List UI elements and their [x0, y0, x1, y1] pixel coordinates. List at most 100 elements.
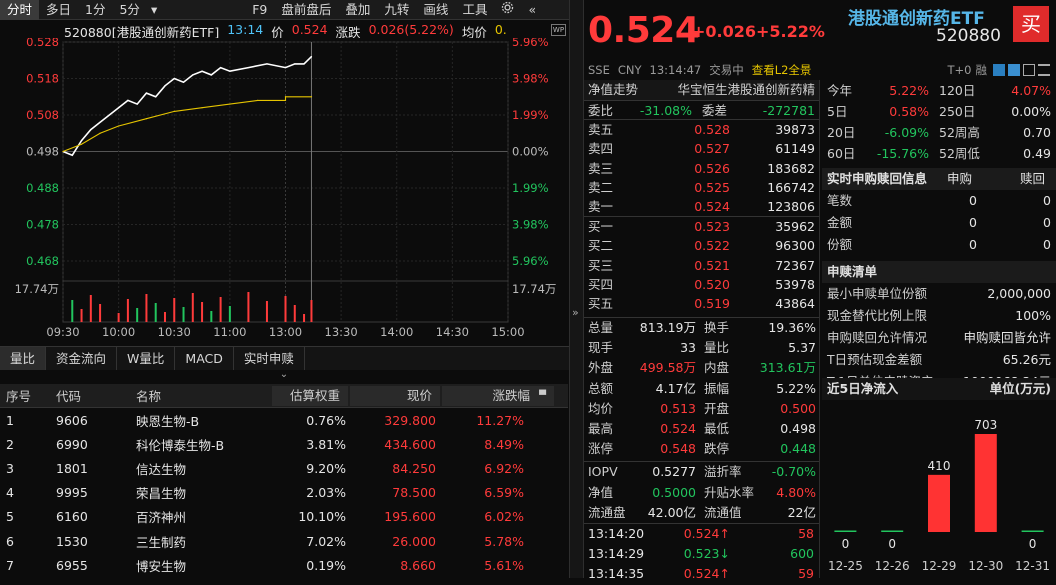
header-name[interactable]: 名称 — [136, 389, 162, 404]
window-icon[interactable] — [1023, 64, 1035, 76]
intraday-chart[interactable]: 0.528 5.96% 0.518 3.98% 0.508 1.99% 0.498 0.00%… — [0, 38, 568, 346]
chart-avg: 0. — [494, 22, 507, 37]
bid-level[interactable]: 买三 0.521 72367 — [584, 256, 819, 275]
chart-avg-label: 均价 — [461, 25, 487, 38]
stat-label: 振幅 — [704, 380, 730, 396]
pen-icon[interactable] — [1008, 64, 1020, 76]
row-name: 博安生物 — [136, 558, 187, 574]
table-row[interactable]: 4 9995 荣昌生物 2.03% 78.500 6.59% — [0, 481, 568, 505]
tab-realtime-creation[interactable]: 实时申赎 — [234, 347, 305, 370]
overlay-button[interactable]: 叠加 — [345, 1, 371, 17]
header-idx[interactable]: 序号 — [6, 389, 32, 404]
stat-row: 均价 0.513 开盘 0.500 — [584, 399, 819, 419]
wp-badge[interactable]: WP — [551, 24, 566, 36]
chevron-down-icon[interactable]: ⌄ — [279, 369, 289, 380]
price-point — [80, 139, 83, 142]
header-change[interactable]: 涨跌幅 ▀ — [442, 385, 554, 406]
ask-level[interactable]: 卖四 0.527 61149 — [584, 139, 819, 158]
table-row[interactable]: 5 6160 百济神州 10.10% 195.600 6.02% — [0, 505, 568, 529]
ask-level[interactable]: 卖二 0.525 166742 — [584, 178, 819, 197]
bid-level[interactable]: 买一 0.523 35962 — [584, 217, 819, 236]
tab-5min[interactable]: 5分 — [119, 1, 140, 17]
y-tick-left: 0.518 — [26, 72, 59, 86]
volume-bar — [136, 308, 139, 322]
tab-fund-flow[interactable]: 资金流向 — [46, 347, 118, 370]
gear-icon[interactable] — [494, 0, 521, 20]
tab-multi-day[interactable]: 多日 — [46, 1, 72, 17]
stat-value: 42.00亿 — [647, 504, 696, 520]
tab-intraday[interactable]: 分时 — [0, 0, 40, 20]
avg-point — [99, 132, 101, 134]
stat-row: 现手 33 量比 5.37 — [584, 338, 819, 358]
draw-line-button[interactable]: 画线 — [423, 1, 449, 17]
bid-level[interactable]: 买五 0.519 43864 — [584, 294, 819, 313]
tab-w-volume-ratio[interactable]: W量比 — [117, 347, 176, 370]
side-panel: 今年 5.22% 120日 4.07% 5日 0.58% 250日 0.00% 20日 -6.09… — [822, 80, 1056, 392]
level-label: 买一 — [588, 219, 614, 235]
sort-desc-icon[interactable]: ▀ — [539, 390, 546, 401]
redemption-row: 最小申赎单位份额 2,000,000 — [822, 283, 1056, 305]
x-tick: 13:30 — [325, 325, 358, 339]
tracking-index: 华宝恒生港股通创新药精 — [677, 82, 815, 97]
ask-level[interactable]: 卖五 0.528 39873 — [584, 120, 819, 139]
panel-splitter[interactable]: » — [569, 0, 584, 578]
holdings-rows: 1 9606 映恩生物-B 0.76% 329.800 11.27% 2 6990 科伦博泰生物… — [0, 408, 568, 577]
buy-button[interactable]: 买 — [1013, 6, 1049, 42]
pin-icon[interactable] — [993, 64, 1005, 76]
indicator-tabs: 量比 资金流向 W量比 MACD 实时申赎 — [0, 346, 570, 370]
bid-level[interactable]: 买二 0.522 96300 — [584, 236, 819, 255]
table-row[interactable]: 3 1801 信达生物 9.20% 84.250 6.92% — [0, 456, 568, 480]
x-tick: 14:30 — [436, 325, 469, 339]
tab-1min[interactable]: 1分 — [85, 1, 106, 17]
td-nine-button[interactable]: 九转 — [384, 1, 410, 17]
period-value: 0.58% — [889, 104, 929, 119]
volume-bar — [80, 309, 83, 322]
volume-bar — [201, 302, 204, 322]
row-name: 荣昌生物 — [136, 486, 187, 502]
period-label: 5日 — [827, 104, 848, 119]
chart-chg-label: 涨跌 — [335, 25, 361, 38]
l2-link[interactable]: 查看L2全景 — [751, 63, 812, 77]
stat-value: 0.524 — [660, 421, 696, 436]
ask-level[interactable]: 卖三 0.526 183682 — [584, 159, 819, 178]
tab-volume-ratio[interactable]: 量比 — [0, 347, 47, 370]
period-label: 52周高 — [939, 125, 980, 140]
price-point — [247, 66, 250, 69]
weicha-value: -272781 — [762, 103, 815, 118]
x-tick: 11:00 — [213, 325, 246, 339]
table-row[interactable]: 1 9606 映恩生物-B 0.76% 329.800 11.27% — [0, 408, 568, 432]
ask-level[interactable]: 卖一 0.524 123806 — [584, 197, 819, 216]
tools-button[interactable]: 工具 — [462, 1, 488, 17]
stat-value: 0.500 — [780, 400, 816, 416]
weibi-row: 委比 -31.08% 委差 -272781 — [584, 100, 819, 119]
volume-bar — [126, 299, 129, 322]
chevrons-left-icon[interactable]: « — [528, 1, 537, 17]
period-label: 20日 — [827, 125, 856, 140]
tab-macd[interactable]: MACD — [175, 347, 234, 370]
creation-sub: 0 — [969, 193, 977, 208]
avg-point — [229, 103, 231, 105]
chart-price: 0.524 — [291, 22, 328, 37]
redemption-row: T日预估现金差额 65.26元 — [822, 349, 1056, 371]
period-dropdown-icon[interactable]: ▾ — [150, 1, 158, 17]
period-value: -6.09% — [884, 125, 929, 140]
creation-red: 0 — [1043, 193, 1051, 208]
f9-button[interactable]: F9 — [252, 1, 268, 17]
premarket-button[interactable]: 盘前盘后 — [281, 1, 332, 17]
quote-time: 13:14:47 — [649, 63, 702, 77]
bid-level[interactable]: 买四 0.520 53978 — [584, 275, 819, 294]
period-label: 52周低 — [939, 146, 980, 161]
row-idx: 2 — [6, 436, 14, 452]
y-tick-left: 0.528 — [26, 38, 59, 49]
table-row[interactable]: 6 1530 三生制药 7.02% 26.000 5.78% — [0, 529, 568, 553]
header-price[interactable]: 现价 — [350, 385, 440, 406]
header-weight[interactable]: 估算权重 — [272, 385, 348, 406]
table-row[interactable]: 7 6955 博安生物 0.19% 8.660 5.61% — [0, 553, 568, 577]
chevrons-right-icon[interactable]: » — [572, 306, 579, 319]
creation-col-red: 赎回 — [1019, 171, 1045, 186]
nav-title[interactable]: 净值走势 — [588, 82, 639, 97]
list-icon[interactable] — [1038, 64, 1050, 76]
header-code[interactable]: 代码 — [56, 389, 82, 404]
table-row[interactable]: 2 6990 科伦博泰生物-B 3.81% 434.600 8.49% — [0, 432, 568, 456]
